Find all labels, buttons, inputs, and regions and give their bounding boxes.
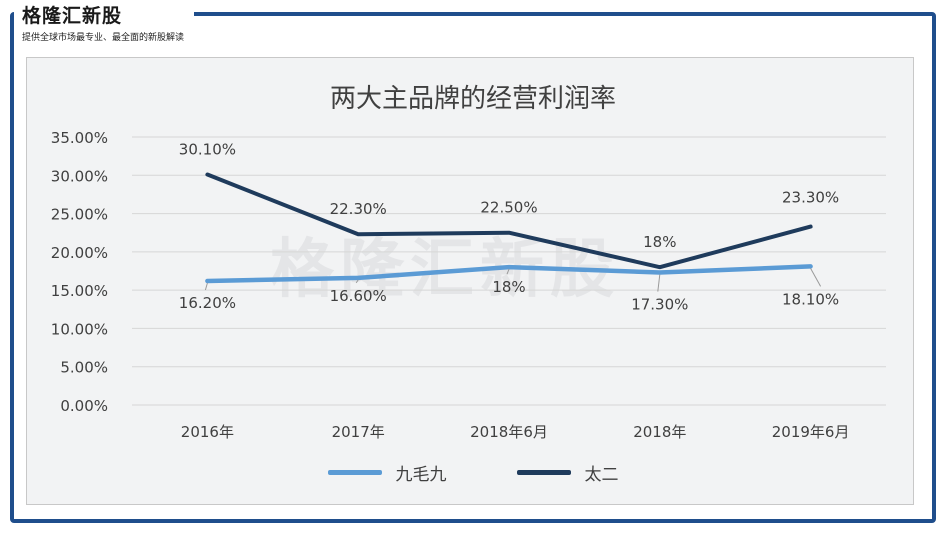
data-label-taier: 22.50% bbox=[480, 199, 537, 217]
y-tick-label: 20.00% bbox=[51, 244, 108, 262]
x-tick-label: 2017年 bbox=[332, 423, 385, 441]
chart-area bbox=[26, 57, 914, 505]
brand-logo: 格隆汇新股 bbox=[22, 5, 123, 27]
series-line-jiumaojiu bbox=[205, 264, 813, 284]
data-label-taier: 18% bbox=[643, 233, 676, 251]
brand-tagline: 提供全球市场最专业、最全面的新股解读 bbox=[22, 33, 185, 43]
data-label-leader bbox=[657, 274, 661, 292]
x-tick-label: 2016年 bbox=[181, 423, 234, 441]
x-tick-label: 2018年6月 bbox=[470, 423, 548, 441]
data-label-jiumaojiu: 16.20% bbox=[179, 294, 236, 312]
y-tick-label: 0.00% bbox=[60, 397, 108, 415]
data-label-jiumaojiu: 18% bbox=[492, 278, 525, 296]
legend-swatch-taier bbox=[516, 470, 571, 475]
data-label-leader bbox=[810, 268, 822, 287]
series-line-taier bbox=[205, 172, 813, 270]
x-tick-label: 2018年 bbox=[633, 423, 686, 441]
data-label-leader bbox=[506, 268, 510, 275]
legend-label-jiumaojiu: 九毛九 bbox=[395, 465, 447, 485]
data-label-leader bbox=[355, 279, 359, 284]
data-label-leader bbox=[204, 282, 208, 291]
legend-swatch-jiumaojiu bbox=[327, 470, 382, 475]
legend-label-taier: 太二 bbox=[584, 465, 619, 485]
x-tick-label: 2019年6月 bbox=[772, 423, 850, 441]
y-tick-label: 35.00% bbox=[51, 129, 108, 147]
y-tick-label: 5.00% bbox=[60, 359, 108, 377]
data-label-jiumaojiu: 18.10% bbox=[782, 290, 839, 308]
data-label-taier: 30.10% bbox=[179, 141, 236, 159]
data-label-taier: 23.30% bbox=[782, 189, 839, 207]
chart-legend: 九毛九 太二 bbox=[0, 460, 946, 485]
y-tick-label: 25.00% bbox=[51, 206, 108, 224]
legend-item-jiumaojiu: 九毛九 bbox=[327, 460, 447, 485]
data-label-jiumaojiu: 16.60% bbox=[330, 287, 387, 305]
y-tick-label: 10.00% bbox=[51, 320, 108, 338]
brand-header: 格隆汇新股 提供全球市场最专业、最全面的新股解读 bbox=[14, 4, 195, 44]
data-label-jiumaojiu: 17.30% bbox=[631, 296, 688, 314]
data-label-taier: 22.30% bbox=[330, 200, 387, 218]
chart-title: 两大主品牌的经营利润率 bbox=[329, 84, 616, 114]
y-tick-label: 30.00% bbox=[51, 167, 108, 185]
legend-item-taier: 太二 bbox=[516, 460, 619, 485]
y-tick-label: 15.00% bbox=[51, 282, 108, 300]
